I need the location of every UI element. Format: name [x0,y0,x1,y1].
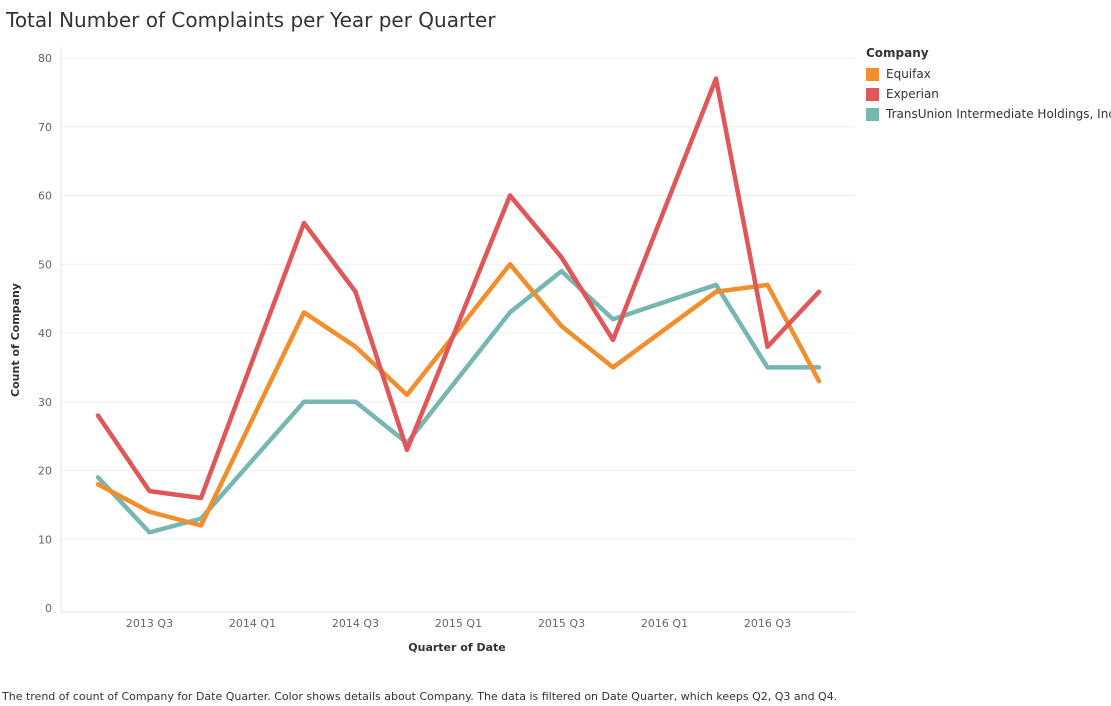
x-tick-label: 2014 Q3 [332,617,379,630]
x-tick-label: 2014 Q1 [229,617,276,630]
y-tick-label: 20 [38,465,52,478]
y-tick-label: 60 [38,190,52,203]
legend-label: Equifax [886,67,931,81]
legend-swatch [866,67,879,81]
x-tick-label: 2016 Q3 [744,617,791,630]
y-tick-label: 0 [45,602,52,615]
y-axis-ticks: 0 10 20 30 40 50 60 70 80 [38,52,52,615]
series-line-experian[interactable] [95,76,822,501]
y-tick-label: 30 [38,396,52,409]
chart-title: Total Number of Complaints per Year per … [6,8,496,32]
x-axis-title: Quarter of Date [408,641,505,654]
y-tick-label: 50 [38,258,52,271]
legend-swatch [866,87,879,101]
legend-item-transunion[interactable]: TransUnion Intermediate Holdings, Inc. [866,104,1111,124]
y-tick-label: 80 [38,52,52,65]
legend-label: TransUnion Intermediate Holdings, Inc. [886,107,1111,121]
x-tick-label: 2015 Q1 [435,617,482,630]
legend-label: Experian [886,87,939,101]
x-tick-label: 2013 Q3 [126,617,173,630]
x-tick-label: 2016 Q1 [641,617,688,630]
legend-title: Company [866,46,929,60]
legend-item-equifax[interactable]: Equifax [866,64,1111,84]
series-line-equifax[interactable] [95,262,822,528]
y-axis-title: Count of Company [9,283,22,397]
legend-swatch [866,107,879,121]
series-lines [95,76,822,535]
y-tick-label: 70 [38,121,52,134]
x-axis-ticks: 2013 Q3 2014 Q1 2014 Q3 2015 Q1 2015 Q3 2016 … [126,617,791,630]
x-tick-label: 2015 Q3 [538,617,585,630]
legend-item-experian[interactable]: Experian [866,84,1111,104]
chart-caption: The trend of count of Company for Date Q… [2,690,838,703]
y-tick-label: 40 [38,327,52,340]
legend: Company Equifax Experian TransUnion Interm… [866,46,1111,124]
y-tick-label: 10 [38,533,52,546]
